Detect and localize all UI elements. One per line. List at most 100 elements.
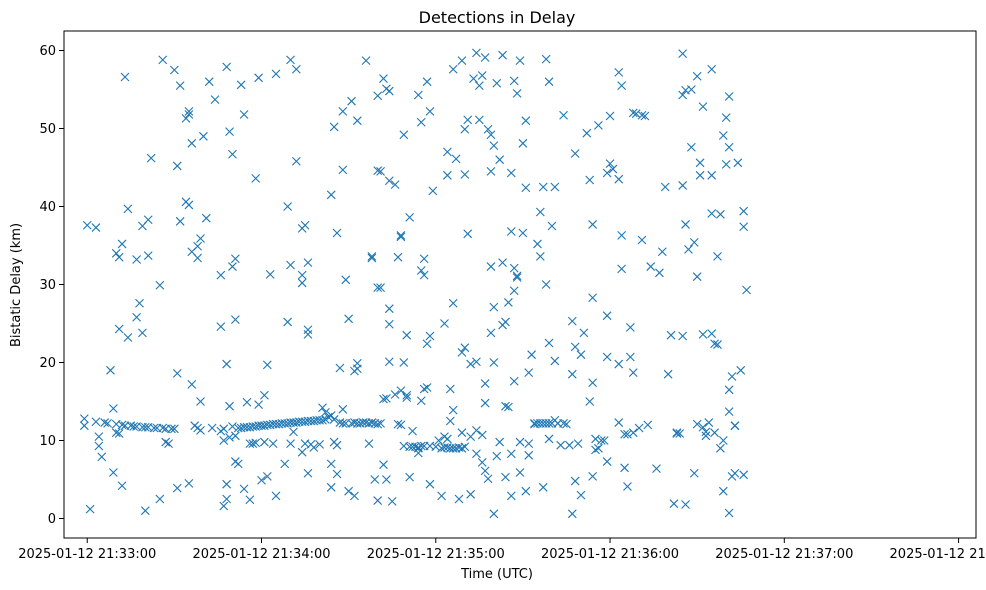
data-point	[114, 252, 124, 262]
data-point	[382, 393, 391, 403]
data-point	[184, 106, 194, 116]
data-point	[605, 159, 615, 168]
data-point	[617, 230, 627, 240]
data-point	[509, 263, 519, 273]
data-point	[660, 182, 670, 192]
data-point	[225, 432, 234, 442]
data-point	[111, 248, 121, 258]
data-point	[713, 340, 722, 349]
x-tick-label: 2025-01-12 21:34:00	[192, 547, 330, 562]
data-point	[228, 262, 237, 271]
data-point	[199, 131, 208, 141]
data-point	[692, 272, 702, 282]
data-point	[567, 369, 577, 379]
data-point	[352, 364, 362, 374]
data-point	[620, 429, 629, 439]
data-point	[718, 131, 728, 140]
data-point	[425, 479, 435, 489]
data-point	[521, 486, 531, 496]
x-axis: 2025-01-12 21:33:00 2025-01-12 21:34:00 20…	[18, 538, 986, 562]
data-point	[416, 117, 426, 127]
data-point	[448, 405, 458, 415]
data-point	[245, 495, 255, 505]
data-point	[591, 445, 600, 455]
data-point	[701, 427, 711, 437]
data-point	[318, 403, 327, 413]
data-point	[509, 286, 519, 296]
data-point	[695, 170, 705, 180]
data-point	[623, 429, 632, 439]
data-point	[236, 80, 246, 90]
y-tick-label: 40	[39, 200, 56, 215]
data-point	[472, 357, 481, 367]
data-point	[472, 425, 481, 435]
data-point	[689, 237, 699, 247]
data-point	[718, 486, 728, 496]
data-point	[228, 149, 237, 159]
data-point	[260, 437, 269, 447]
y-tick-label: 10	[39, 434, 56, 449]
data-point	[474, 81, 484, 90]
data-point	[332, 228, 342, 238]
data-point	[588, 471, 597, 481]
data-point	[489, 509, 499, 519]
data-point	[620, 463, 629, 473]
data-point	[718, 436, 728, 445]
data-point	[326, 459, 336, 469]
data-point	[172, 369, 182, 378]
data-point	[524, 439, 534, 449]
y-tick-label: 30	[39, 278, 56, 293]
data-point	[733, 158, 743, 168]
data-point	[373, 91, 383, 101]
data-point	[338, 418, 348, 428]
data-point	[698, 330, 708, 339]
data-point	[230, 431, 240, 441]
data-point	[474, 115, 484, 125]
data-point	[707, 209, 717, 218]
data-point	[364, 439, 374, 449]
data-point	[509, 376, 519, 386]
data-point	[431, 442, 441, 452]
data-point	[216, 322, 226, 332]
data-point	[373, 496, 383, 505]
data-point	[114, 324, 124, 334]
data-point	[387, 496, 397, 506]
data-point	[184, 479, 194, 488]
data-point	[222, 479, 232, 489]
data-point	[550, 182, 560, 192]
data-point	[472, 449, 481, 459]
data-point	[716, 209, 725, 219]
data-point	[443, 170, 452, 180]
data-point	[628, 108, 638, 118]
data-point	[219, 436, 229, 445]
data-point	[570, 476, 580, 486]
data-point	[82, 220, 92, 230]
data-point	[637, 235, 647, 245]
data-point	[384, 86, 394, 96]
data-point	[582, 128, 592, 138]
data-point	[628, 368, 638, 378]
data-point	[457, 56, 467, 66]
data-point	[594, 443, 603, 453]
data-point	[495, 437, 505, 447]
data-point	[460, 170, 470, 179]
data-point	[657, 247, 667, 257]
data-point	[352, 116, 362, 126]
data-point	[219, 424, 229, 434]
data-point	[724, 508, 734, 518]
data-point	[562, 419, 571, 429]
data-point	[117, 239, 127, 249]
data-point	[143, 251, 153, 261]
data-point	[498, 258, 507, 268]
data-point	[265, 269, 275, 279]
data-point	[727, 372, 737, 381]
data-point	[114, 429, 124, 438]
x-tick-label: 2025-01-12 21:33:00	[18, 547, 156, 562]
data-point	[463, 229, 473, 239]
data-point	[216, 270, 226, 280]
data-point	[155, 494, 165, 504]
data-point	[640, 111, 650, 121]
data-point	[303, 258, 313, 268]
data-point	[480, 466, 490, 476]
